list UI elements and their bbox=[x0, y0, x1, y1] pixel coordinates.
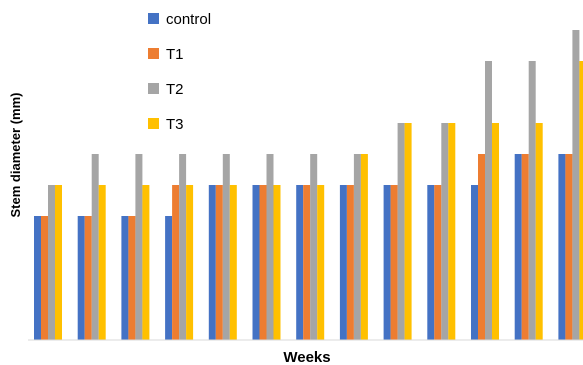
bar-t2-7 bbox=[310, 154, 318, 340]
bar-t2-2 bbox=[91, 154, 99, 340]
legend-label-t1: T1 bbox=[166, 46, 184, 63]
bar-t3-1 bbox=[55, 185, 62, 340]
bar-t1-6 bbox=[259, 185, 267, 340]
bar-t3-6 bbox=[273, 185, 281, 340]
bar-t1-8 bbox=[346, 185, 354, 340]
bar-t3-7 bbox=[317, 185, 325, 340]
legend-label-control: control bbox=[166, 11, 211, 28]
bar-group-11 bbox=[471, 61, 499, 340]
bar-t1-9 bbox=[390, 185, 398, 340]
bar-t1-13 bbox=[565, 154, 573, 340]
bar-control-2 bbox=[77, 216, 85, 340]
bar-control-9 bbox=[383, 185, 391, 340]
bar-group-3 bbox=[121, 154, 150, 340]
x-axis-title: Weeks bbox=[283, 349, 330, 365]
bar-group-2 bbox=[77, 154, 106, 340]
bar-t2-12 bbox=[528, 61, 536, 340]
bar-control-4 bbox=[165, 216, 173, 340]
bar-t2-5 bbox=[222, 154, 230, 340]
bar-control-3 bbox=[121, 216, 129, 340]
bar-control-5 bbox=[208, 185, 216, 340]
bar-t1-1 bbox=[41, 216, 48, 340]
bar-group-13 bbox=[558, 30, 583, 340]
bar-t3-3 bbox=[142, 185, 150, 340]
bar-t3-5 bbox=[229, 185, 237, 340]
y-axis-title: Stem diameter (mm) bbox=[8, 93, 23, 218]
legend-swatch-t3 bbox=[148, 118, 159, 129]
bar-t2-3 bbox=[135, 154, 143, 340]
bar-group-6 bbox=[252, 154, 281, 340]
bar-t1-11 bbox=[478, 154, 485, 340]
legend-swatch-control bbox=[148, 13, 159, 24]
bar-t2-4 bbox=[179, 154, 187, 340]
bar-group-8 bbox=[339, 154, 368, 340]
bar-control-11 bbox=[471, 185, 478, 340]
bar-t1-7 bbox=[303, 185, 311, 340]
bar-t3-10 bbox=[448, 123, 456, 340]
bar-group-4 bbox=[165, 154, 194, 340]
bar-t1-5 bbox=[215, 185, 223, 340]
bar-t2-6 bbox=[266, 154, 274, 340]
bar-control-13 bbox=[558, 154, 566, 340]
bar-t1-3 bbox=[128, 216, 136, 340]
bar-control-6 bbox=[252, 185, 260, 340]
legend-item-t2: T2 bbox=[148, 81, 184, 98]
bar-t2-11 bbox=[485, 61, 492, 340]
bar-control-1 bbox=[34, 216, 41, 340]
bar-control-8 bbox=[339, 185, 347, 340]
bar-group-9 bbox=[383, 123, 412, 340]
legend-item-control: control bbox=[148, 11, 211, 28]
bar-control-12 bbox=[514, 154, 522, 340]
bar-t1-2 bbox=[84, 216, 92, 340]
bar-t3-12 bbox=[535, 123, 543, 340]
bar-t3-4 bbox=[186, 185, 194, 340]
bar-t1-12 bbox=[521, 154, 529, 340]
bars-layer bbox=[34, 30, 583, 340]
legend: control T1 T2 T3 bbox=[148, 11, 211, 133]
bar-group-1 bbox=[34, 185, 62, 340]
bar-group-10 bbox=[427, 123, 456, 340]
bar-control-7 bbox=[296, 185, 304, 340]
legend-swatch-t1 bbox=[148, 48, 159, 59]
bar-group-12 bbox=[514, 61, 543, 340]
bar-t1-4 bbox=[172, 185, 180, 340]
bar-t2-9 bbox=[397, 123, 405, 340]
bar-t2-1 bbox=[48, 185, 55, 340]
legend-label-t2: T2 bbox=[166, 81, 184, 98]
bar-t3-11 bbox=[492, 123, 499, 340]
bar-t2-13 bbox=[572, 30, 580, 340]
legend-label-t3: T3 bbox=[166, 116, 184, 133]
bar-control-10 bbox=[427, 185, 435, 340]
bar-t1-10 bbox=[434, 185, 442, 340]
bar-group-5 bbox=[208, 154, 237, 340]
bar-t3-8 bbox=[360, 154, 368, 340]
legend-item-t3: T3 bbox=[148, 116, 184, 133]
bar-t3-13 bbox=[579, 61, 583, 340]
bar-t3-9 bbox=[404, 123, 412, 340]
bar-t3-2 bbox=[98, 185, 106, 340]
bar-group-7 bbox=[296, 154, 325, 340]
bar-t2-10 bbox=[441, 123, 449, 340]
bar-t2-8 bbox=[353, 154, 361, 340]
legend-item-t1: T1 bbox=[148, 46, 184, 63]
legend-swatch-t2 bbox=[148, 83, 159, 94]
